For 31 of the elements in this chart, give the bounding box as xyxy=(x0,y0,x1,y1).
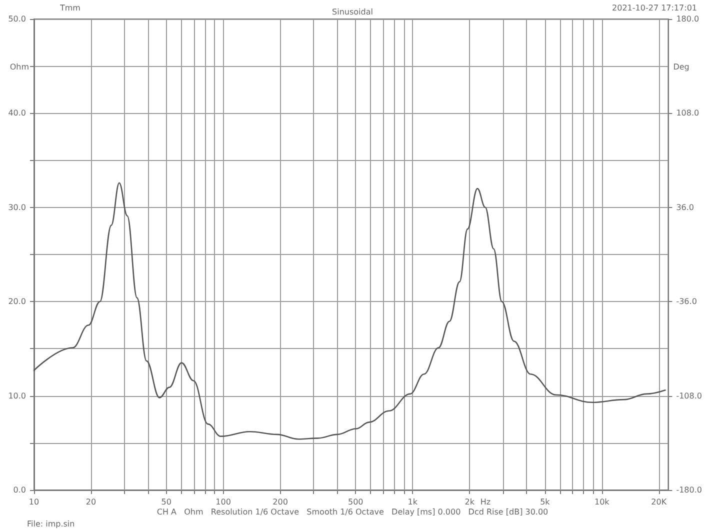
text: CH A Ohm Resolution 1/6 Octave Smooth 1/6 Octave Delay [ms] 0.000 Dcd Rise [dB] 30.00 xyxy=(156,508,548,516)
y-tick-label: 20.0 xyxy=(8,297,26,306)
y2-axis-title: Deg xyxy=(673,62,690,72)
y2-tick-label: 180.0 xyxy=(676,14,700,24)
x-tick-label: 200 xyxy=(272,498,288,506)
x-tick-label: 1k xyxy=(408,498,418,506)
text: File: imp.sin xyxy=(27,520,75,528)
x-tick-label: 10k xyxy=(594,498,610,506)
y2-tick-label: 36.0 xyxy=(676,202,694,212)
y-tick-label: 50.0 xyxy=(8,14,26,24)
x-tick-label: 10 xyxy=(28,498,40,506)
x-tick-label: 5k xyxy=(540,498,550,506)
x-tick-label: 100 xyxy=(216,498,231,506)
x-tick-label: 500 xyxy=(348,498,364,506)
text: 2021-10-27 17:17:01 xyxy=(612,4,698,12)
x-tick-label: 50 xyxy=(161,498,172,506)
y-tick-label: 30.0 xyxy=(8,202,26,212)
y2-tick-label: -36.0 xyxy=(676,297,697,306)
y2-tick-label: -180.0 xyxy=(676,486,702,494)
x-tick-label: 20K xyxy=(651,498,668,506)
y-tick-label: 10.0 xyxy=(8,391,26,400)
y2-tick-label: 108.0 xyxy=(676,108,700,118)
chart-title: Sinusoidal xyxy=(332,8,373,16)
x-tick-label: 2k xyxy=(464,498,475,506)
y-tick-label: 40.0 xyxy=(8,108,26,118)
text: Tmm xyxy=(59,4,81,12)
y-tick-label: 0.0 xyxy=(13,486,26,494)
x-axis-title: Hz xyxy=(480,498,491,506)
y-axis-title: Ohm xyxy=(10,62,30,72)
x-tick-label: 20 xyxy=(86,498,96,506)
y2-tick-label: -108.0 xyxy=(676,391,702,400)
